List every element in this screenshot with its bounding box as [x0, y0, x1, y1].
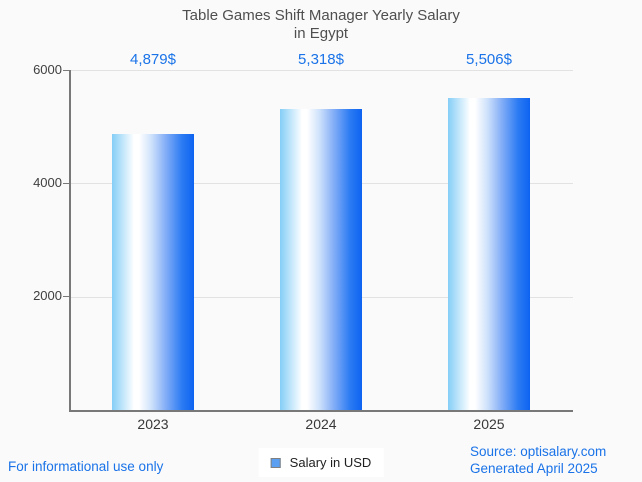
source-attribution: Source: optisalary.com Generated April 2… [470, 443, 606, 477]
y-tick-label-4000: 4000 [33, 175, 62, 190]
chart-title-line2: in Egypt [293, 25, 349, 42]
x-tick-label-2024: 2024 [305, 416, 337, 432]
generated-date-text: Generated April 2025 [470, 461, 598, 476]
y-tick-label-6000: 6000 [33, 62, 62, 77]
y-tick-2000 [63, 296, 69, 297]
bar-2024[interactable] [280, 108, 362, 410]
x-tick-label-2023: 2023 [137, 416, 169, 432]
y-tick-label-2000: 2000 [33, 288, 62, 303]
source-text: Source: optisalary.com [470, 444, 607, 459]
x-axis-line [69, 410, 573, 412]
y-tick-6000 [63, 70, 69, 71]
y-axis-line [69, 70, 71, 412]
chart-title: Table Games Shift Manager Yearly Salary … [0, 7, 642, 43]
legend-label: Salary in USD [289, 455, 372, 470]
legend-swatch-icon [270, 457, 281, 468]
plot-area [69, 70, 573, 410]
bar-2023[interactable] [112, 133, 194, 410]
chart-title-line1: Table Games Shift Manager Yearly Salary [182, 7, 460, 24]
legend-item-salary-in-usd[interactable]: Salary in USD [258, 448, 384, 477]
gridline-6000 [69, 70, 573, 71]
x-tick-label-2025: 2025 [473, 416, 505, 432]
y-tick-4000 [63, 183, 69, 184]
bar-value-label-2024: 5,318$ [298, 51, 344, 68]
bar-value-label-2023: 4,879$ [130, 51, 176, 68]
disclaimer-text: For informational use only [8, 459, 164, 474]
bar-value-label-2025: 5,506$ [466, 51, 512, 68]
bar-2025[interactable] [447, 98, 530, 410]
